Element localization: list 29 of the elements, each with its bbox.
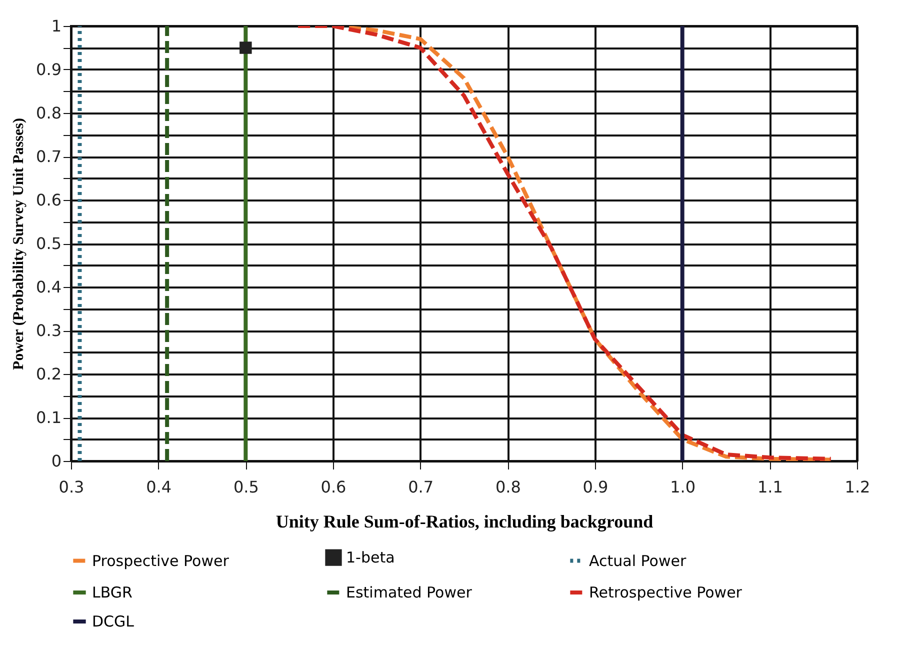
x-tick-label: 1.2 [844,478,870,496]
y-tick-label: 0.1 [36,408,62,427]
x-tick-label: 0.4 [146,478,172,496]
legend-label: LBGR [92,584,132,602]
x-tick-label: 1.0 [670,478,696,496]
legend-label: Prospective Power [92,552,230,570]
y-tick-label: 0.5 [36,234,62,253]
legend-label: Estimated Power [346,584,473,602]
y-tick-label: 0 [51,452,62,470]
y-tick-label: 0.4 [36,278,62,296]
y-tick-label: 0.9 [36,60,62,79]
x-tick-label: 0.6 [320,478,346,496]
legend-label: 1-beta [346,548,395,567]
y-tick-label: 0.6 [36,190,62,210]
legend-label: Actual Power [589,552,687,570]
x-tick-label: 0.9 [582,478,608,496]
y-tick-label: 0.2 [36,364,62,384]
y-axis-title: Power (Probability Survey Unit Passes) [11,118,28,370]
x-axis-title: Unity Rule Sum-of-Ratios, including background [276,512,654,532]
legend-label: DCGL [92,612,135,630]
x-tick-label: 0.7 [408,478,434,496]
x-tick-label: 0.8 [495,478,521,496]
x-tick-label: 1.1 [757,478,783,496]
y-tick-label: 0.3 [36,321,62,340]
y-tick-label: 0.7 [36,147,62,166]
y-tick-label: 0.8 [36,104,62,122]
y-tick-label: 1 [51,16,62,36]
x-tick-label: 0.5 [233,478,259,496]
legend-label: Retrospective Power [589,584,743,602]
